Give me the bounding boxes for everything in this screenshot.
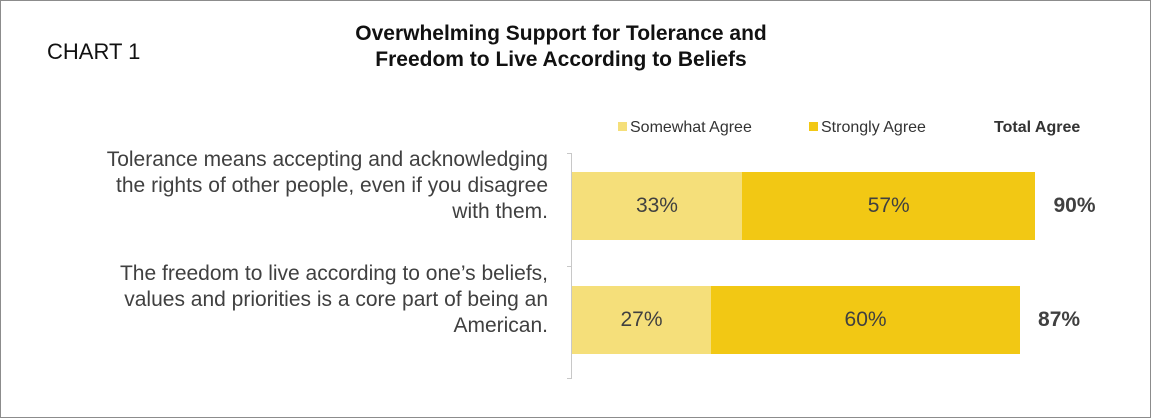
row-label-line: with them.: [452, 200, 548, 223]
legend-item-somewhat-agree: Somewhat Agree: [618, 119, 752, 137]
legend-swatch-strongly-agree: [809, 122, 818, 131]
data-label-somewhat-agree-freedom: 27%: [620, 308, 663, 331]
row-label-line: Tolerance means accepting and acknowledg…: [106, 148, 548, 171]
row-label-line: values and priorities is a core part of …: [124, 288, 548, 311]
row-label-line: American.: [453, 314, 548, 337]
row-label-line: The freedom to live according to one’s b…: [119, 262, 548, 285]
category-axis-tick: [567, 266, 572, 267]
bar-somewhat-agree-tolerance: [572, 172, 742, 240]
row-label-line: the rights of other people, even if you …: [116, 174, 548, 197]
total-label-tolerance: 90%: [1053, 194, 1096, 217]
legend-swatch-somewhat-agree: [618, 122, 627, 131]
legend-label-strongly-agree: Strongly Agree: [821, 119, 926, 136]
legend-total-agree-header: Total Agree: [994, 119, 1081, 136]
category-axis-tick: [567, 153, 572, 154]
row-label-tolerance: Tolerance means accepting and acknowledg…: [107, 147, 548, 225]
chart-title-line-1: Overwhelming Support for Tolerance and: [355, 22, 767, 45]
data-label-strongly-agree-tolerance: 57%: [867, 194, 910, 217]
legend-item-strongly-agree: Strongly Agree: [809, 119, 926, 137]
legend-label-somewhat-agree: Somewhat Agree: [630, 119, 752, 136]
chart-number-label: CHART 1: [47, 39, 141, 64]
bar-somewhat-agree-freedom: [572, 286, 712, 354]
bar-strongly-agree-tolerance: [741, 172, 1036, 240]
chart-title-line-2: Freedom to Live According to Beliefs: [375, 48, 747, 71]
row-label-freedom: The freedom to live according to one’s b…: [120, 261, 548, 339]
bar-strongly-agree-freedom: [711, 286, 1021, 354]
category-axis-tick: [567, 378, 572, 379]
data-label-strongly-agree-freedom: 60%: [844, 308, 887, 331]
data-label-somewhat-agree-tolerance: 33%: [635, 194, 678, 217]
total-label-freedom: 87%: [1038, 308, 1081, 331]
chart-title: Overwhelming Support for Tolerance and F…: [291, 21, 831, 73]
